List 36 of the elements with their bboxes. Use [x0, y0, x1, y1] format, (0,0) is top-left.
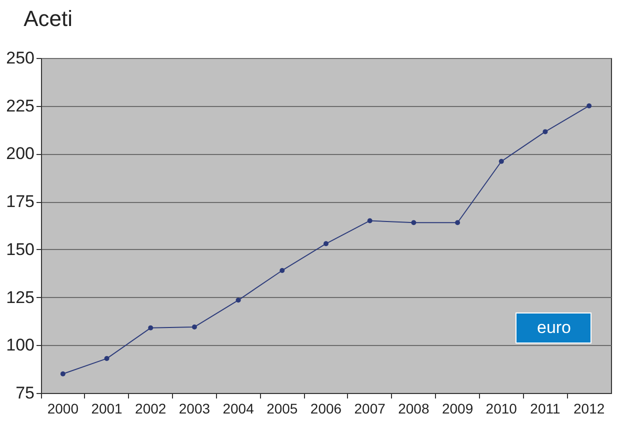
x-tick-label: 2004: [222, 400, 254, 416]
point: [498, 158, 504, 164]
point: [280, 268, 285, 273]
point: [411, 220, 416, 226]
point: [192, 324, 197, 330]
x-tick-label: 2002: [135, 400, 166, 416]
point: [236, 298, 241, 303]
chart-title: Aceti: [24, 6, 73, 31]
point: [104, 356, 110, 362]
x-tick-label: 2010: [486, 400, 518, 416]
y-tick-label: 175: [6, 192, 34, 212]
y-tick-label: 250: [6, 48, 34, 68]
y-tick-label: 125: [6, 288, 34, 307]
x-tick-label: 2009: [442, 400, 474, 416]
x-tick-label: 2011: [530, 400, 560, 416]
y-tick-label: 200: [6, 144, 34, 164]
x-tick-label: 2007: [354, 400, 386, 416]
point: [60, 371, 66, 376]
x-tick-label: 2006: [310, 400, 342, 416]
point: [542, 129, 548, 134]
point: [586, 103, 592, 108]
x-tick-label: 2001: [91, 400, 123, 416]
y-tick-label: 225: [6, 96, 34, 116]
x-tick-label: 2012: [574, 400, 605, 416]
point: [324, 241, 328, 246]
y-tick-label: 150: [6, 240, 34, 259]
y-tick-label: 75: [16, 384, 34, 402]
x-tick-label: 2000: [47, 400, 79, 416]
annotation: euro: [536, 318, 572, 337]
y-tick-label: 100: [6, 336, 34, 355]
x-tick-label: 2005: [266, 400, 298, 416]
point: [455, 220, 460, 226]
x-tick-label: 2003: [178, 400, 210, 416]
point: [367, 218, 372, 224]
point: [148, 325, 154, 330]
x-tick-label: 2008: [398, 400, 430, 416]
